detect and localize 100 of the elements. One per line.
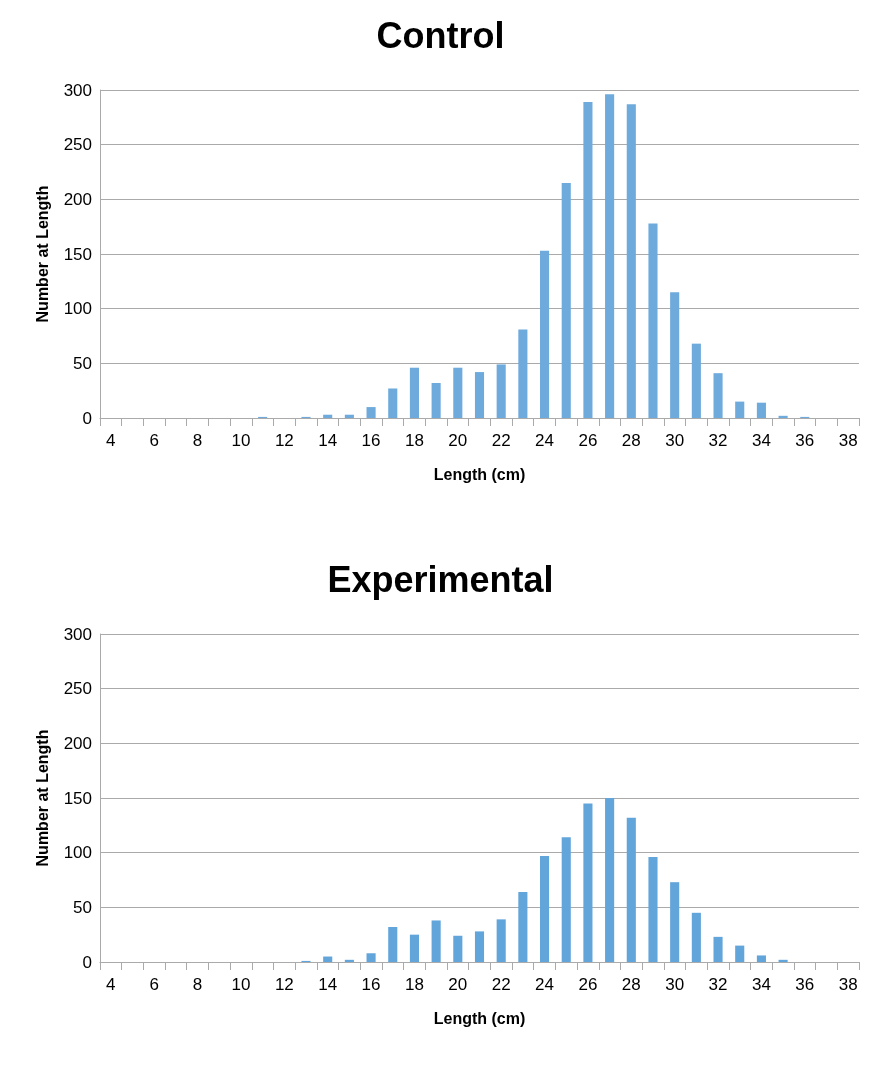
x-tick-label: 38: [838, 431, 858, 450]
y-tick-label: 0: [82, 952, 92, 972]
bar: [756, 955, 766, 962]
bar: [366, 407, 376, 418]
bar: [778, 415, 788, 418]
bar: [583, 102, 593, 418]
x-tick-label: 22: [491, 431, 511, 450]
bar: [626, 817, 636, 962]
y-tick-label: 250: [63, 679, 92, 699]
bar: [605, 94, 615, 418]
x-tick-label: 28: [621, 975, 641, 994]
bar: [691, 343, 701, 418]
x-tick-label: 20: [448, 975, 468, 994]
bar: [648, 223, 658, 418]
bar: [778, 959, 788, 962]
bar: [474, 931, 485, 962]
x-tick-label: 20: [448, 431, 468, 450]
bar: [626, 104, 636, 418]
x-tick-label: 8: [192, 975, 203, 994]
x-tick-label: 14: [318, 975, 338, 994]
x-tick-label: 32: [708, 431, 728, 450]
x-tick-label: 14: [318, 431, 338, 450]
x-tick-label: 8: [192, 431, 203, 450]
x-tick-label: 30: [665, 431, 685, 450]
chart-title: Experimental: [327, 558, 554, 600]
bar: [713, 936, 723, 962]
bar: [474, 372, 485, 418]
y-tick-label: 300: [63, 80, 92, 100]
x-tick-label: 18: [404, 431, 424, 450]
y-tick-label: 0: [82, 408, 92, 428]
x-tick-label: 36: [795, 975, 815, 994]
x-tick-label: 4: [106, 431, 116, 450]
x-tick-label: 12: [274, 975, 294, 994]
bar: [561, 837, 571, 962]
bar: [735, 401, 745, 418]
bar: [323, 414, 333, 418]
x-axis-title: Length (cm): [433, 465, 526, 483]
bar: [344, 414, 354, 418]
x-tick-label: 10: [231, 431, 251, 450]
bar: [670, 292, 680, 418]
x-tick-label: 30: [665, 975, 685, 994]
x-axis-title: Length (cm): [433, 1009, 526, 1027]
y-tick-label: 300: [63, 624, 92, 644]
x-tick-label: 34: [751, 975, 771, 994]
x-tick-label: 34: [751, 431, 771, 450]
x-tick-label: 26: [578, 431, 598, 450]
y-axis-title: Number at Length: [33, 185, 51, 323]
x-tick-label: 12: [274, 431, 294, 450]
bar: [409, 934, 419, 962]
bar: [648, 857, 658, 962]
bar: [496, 919, 506, 962]
bar: [409, 367, 419, 418]
bar: [431, 920, 441, 962]
x-tick-label: 6: [149, 975, 159, 994]
bar: [518, 329, 528, 418]
bar: [453, 367, 463, 418]
x-tick-label: 24: [535, 975, 555, 994]
bar: [713, 373, 723, 418]
bar: [735, 945, 745, 962]
bar: [540, 855, 550, 962]
y-axis-title: Number at Length: [33, 729, 51, 867]
bar: [540, 250, 550, 418]
bar: [388, 927, 398, 962]
bar: [670, 882, 680, 962]
x-tick-label: 4: [106, 975, 116, 994]
bar: [756, 402, 766, 418]
x-tick-label: 16: [361, 975, 381, 994]
chart-title: Control: [376, 14, 505, 56]
y-tick-label: 50: [73, 897, 92, 917]
bar: [323, 956, 333, 962]
y-tick-label: 200: [63, 733, 92, 753]
x-tick-label: 10: [231, 975, 251, 994]
bar: [691, 912, 701, 962]
bar: [453, 935, 463, 962]
y-tick-label: 100: [63, 843, 92, 863]
bar: [366, 953, 376, 962]
y-tick-label: 150: [63, 788, 92, 808]
x-tick-label: 6: [149, 431, 159, 450]
y-tick-label: 150: [63, 244, 92, 264]
bar: [561, 182, 571, 418]
x-tick-label: 28: [621, 431, 641, 450]
x-tick-label: 18: [404, 975, 424, 994]
x-tick-label: 26: [578, 975, 598, 994]
x-tick-label: 32: [708, 975, 728, 994]
bar: [344, 959, 354, 962]
y-tick-label: 250: [63, 135, 92, 155]
x-tick-label: 16: [361, 431, 381, 450]
y-tick-label: 50: [73, 353, 92, 373]
y-tick-label: 200: [63, 189, 92, 209]
x-tick-label: 22: [491, 975, 511, 994]
bar: [583, 803, 593, 962]
bar: [605, 798, 615, 962]
bar: [388, 388, 398, 418]
x-tick-label: 36: [795, 431, 815, 450]
bar: [518, 892, 528, 962]
bar: [431, 383, 441, 418]
x-tick-label: 24: [535, 431, 555, 450]
x-tick-label: 38: [838, 975, 858, 994]
bar: [496, 364, 506, 418]
y-tick-label: 100: [63, 299, 92, 319]
